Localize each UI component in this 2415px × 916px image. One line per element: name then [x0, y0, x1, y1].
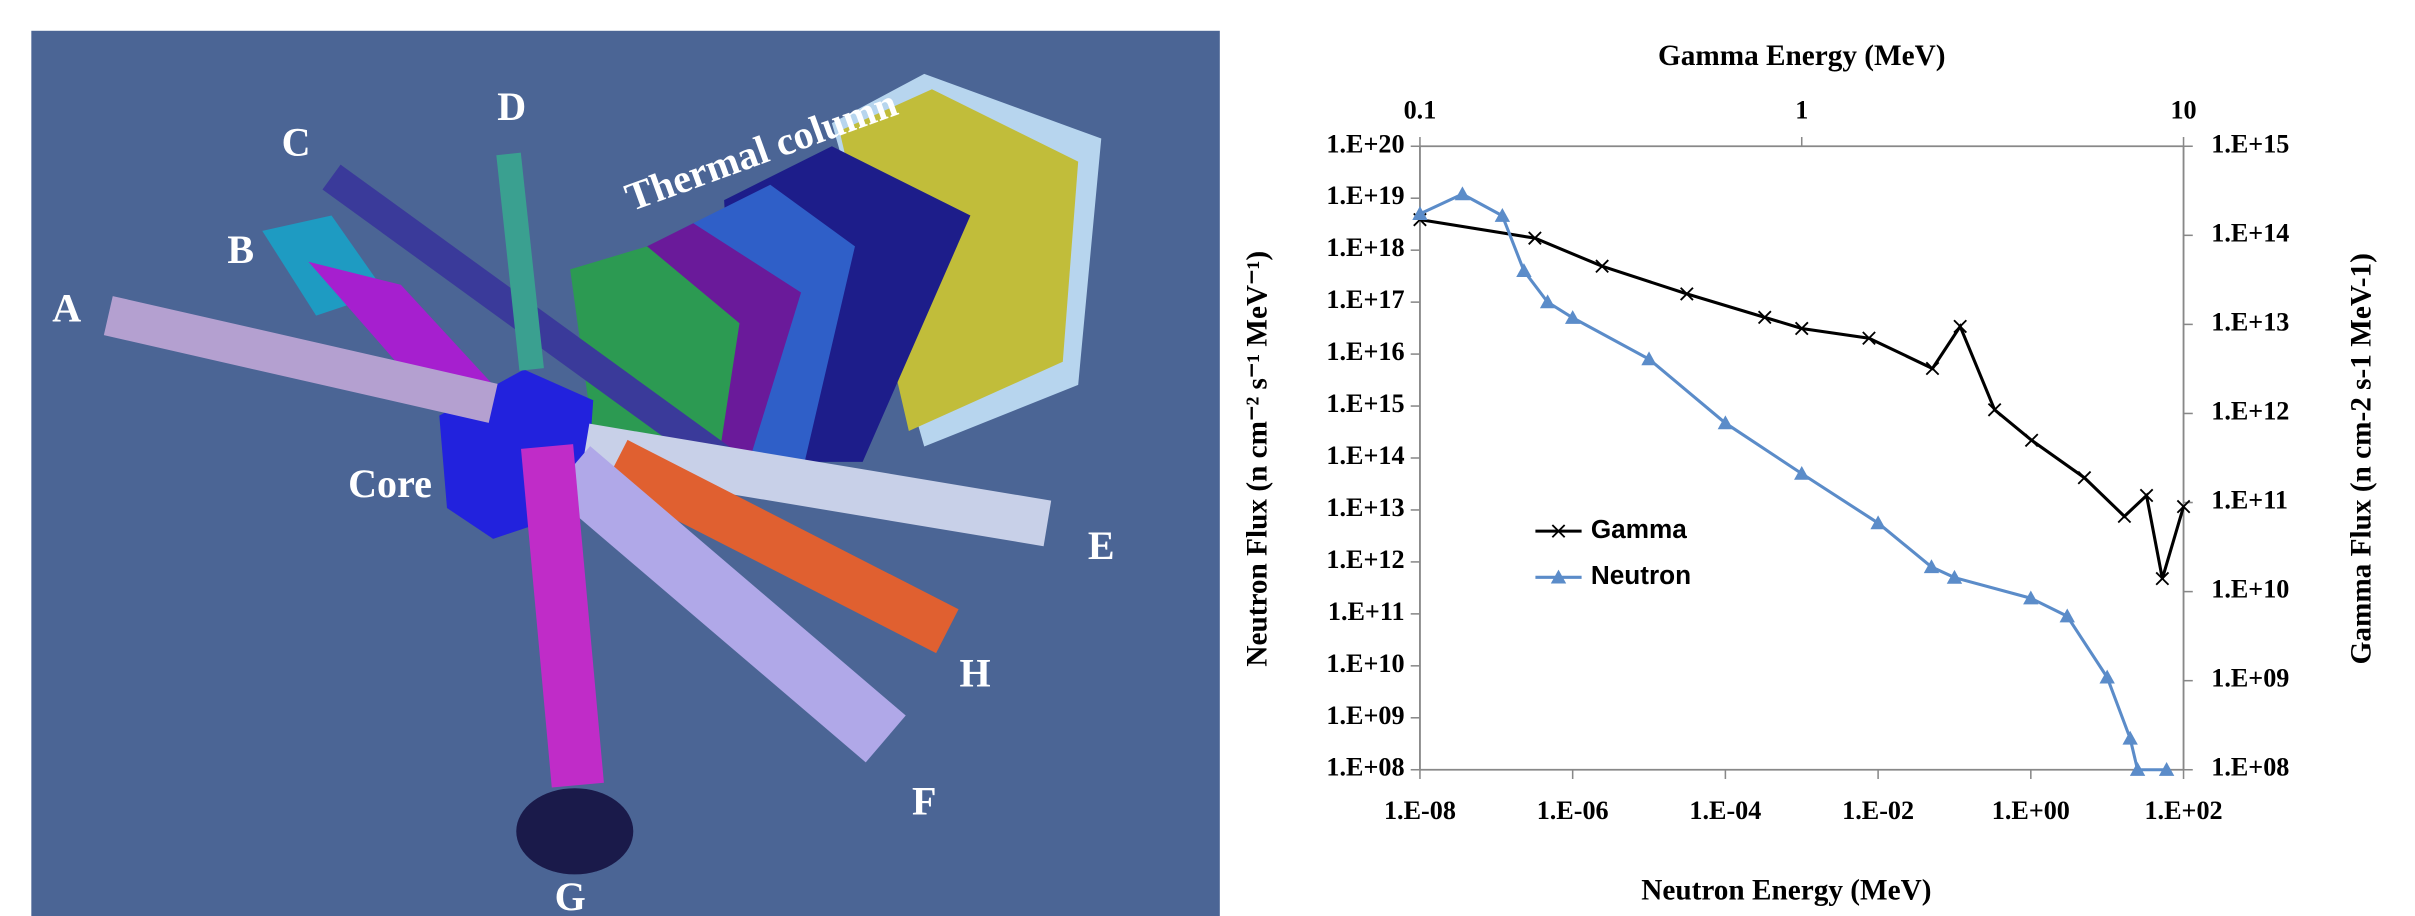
data-point [1412, 206, 1428, 221]
y-tick-label: 1.E+13 [1326, 493, 1404, 522]
y-tick-label: 1.E+08 [1326, 753, 1404, 782]
data-point [1757, 310, 1772, 325]
legend-label: Gamma [1591, 514, 1687, 544]
data-point [1794, 465, 1810, 480]
data-point [1595, 259, 1609, 274]
data-point [1454, 186, 1471, 201]
data-point [1953, 319, 1967, 334]
y2-tick-label: 1.E+13 [2211, 307, 2289, 336]
label: D [497, 84, 526, 129]
y2-tick-label: 1.E+12 [2211, 396, 2289, 425]
x-title: Neutron Energy (MeV) [1641, 875, 1931, 907]
label: C [282, 119, 311, 164]
chart: Gamma Energy (MeV) Neutron Energy (MeV) … [1242, 40, 2378, 906]
data-point [2077, 470, 2092, 485]
data-point [1528, 231, 1542, 245]
tube-f [550, 446, 906, 763]
legend-marker [1550, 569, 1567, 584]
y-tick-label: 1.E+19 [1326, 181, 1404, 210]
y-tick-label: 1.E+18 [1326, 233, 1404, 262]
x2-tick-label: 10 [2170, 95, 2196, 124]
tube-d [496, 152, 544, 371]
data-point [1923, 559, 1940, 574]
label: Core [348, 461, 432, 506]
data-point [1494, 208, 1511, 222]
y2-tick-label: 1.E+10 [2211, 575, 2289, 604]
data-point [1794, 321, 1809, 336]
y-tick-label: 1.E+09 [1326, 701, 1404, 730]
x2-tick-label: 1 [1795, 95, 1808, 124]
data-point [2158, 762, 2175, 776]
y-tick-label: 1.E+16 [1326, 337, 1404, 366]
beam-b [308, 261, 494, 385]
y2-tick-label: 1.E+11 [2211, 486, 2288, 515]
data-point [1679, 287, 1694, 301]
data-point [2122, 730, 2138, 745]
label: G [555, 874, 586, 916]
tube-end [516, 788, 634, 875]
reactor-render: A B C D Thermal column Core E H F G [31, 30, 1220, 916]
data-point [2139, 488, 2154, 503]
legend-marker [1551, 524, 1566, 538]
series-line [1419, 218, 2186, 580]
y2-tick-label: 1.E+08 [2211, 753, 2289, 782]
y2-tick-label: 1.E+14 [2211, 218, 2289, 247]
label: A [52, 286, 81, 331]
x-tick-label: 1.E-06 [1537, 796, 1609, 825]
data-point [1925, 361, 1940, 376]
data-point [1564, 310, 1581, 324]
label: E [1088, 523, 1115, 568]
x2-tick-label: 0.1 [1404, 95, 1437, 124]
y-tick-label: 1.E+17 [1326, 285, 1404, 314]
data-point [2059, 608, 2075, 623]
series-line [1419, 192, 2167, 772]
y-tick-label: 1.E+11 [1328, 597, 1405, 626]
tube-a [103, 296, 498, 423]
y2-tick-label: 1.E+15 [2211, 129, 2289, 158]
y-tick-label: 1.E+14 [1326, 441, 1404, 470]
y2-tick-label: 1.E+09 [2211, 664, 2289, 693]
tube-h [605, 439, 959, 654]
label: H [959, 651, 990, 696]
y-tick-label: 1.E+20 [1326, 129, 1404, 158]
x-tick-label: 1.E-02 [1842, 796, 1914, 825]
y-tick-label: 1.E+10 [1326, 649, 1404, 678]
x2-title: Gamma Energy (MeV) [1658, 40, 1946, 72]
data-point [2024, 433, 2039, 448]
data-point [1717, 415, 1734, 430]
label: B [227, 227, 254, 272]
data-point [1987, 402, 2002, 417]
data-point [1641, 351, 1657, 366]
data-point [1946, 569, 1963, 584]
data-point [2129, 762, 2146, 776]
tube-g [520, 444, 604, 788]
y-tick-label: 1.E+12 [1326, 545, 1404, 574]
data-point [1539, 294, 1556, 309]
data-point [2023, 590, 2039, 605]
label: F [912, 778, 936, 823]
y-tick-label: 1.E+15 [1326, 389, 1404, 418]
x-tick-label: 1.E-08 [1384, 796, 1456, 825]
data-point [2176, 499, 2191, 514]
data-point [2117, 509, 2132, 524]
data-point [1870, 515, 1886, 530]
x-tick-label: 1.E+00 [1992, 796, 2070, 825]
y2-title: Gamma Flux (n cm-2 s-1 MeV-1) [2345, 253, 2377, 664]
x-tick-label: 1.E+02 [2144, 796, 2222, 825]
data-point [1862, 331, 1876, 346]
x-tick-label: 1.E-04 [1689, 796, 1761, 825]
data-point [1516, 263, 1532, 278]
legend-label: Neutron [1591, 560, 1691, 590]
data-point [2099, 669, 2115, 684]
y-title: Neutron Flux (n cm⁻² s⁻¹ MeV⁻¹) [1242, 251, 1274, 667]
data-point [2155, 571, 2170, 586]
